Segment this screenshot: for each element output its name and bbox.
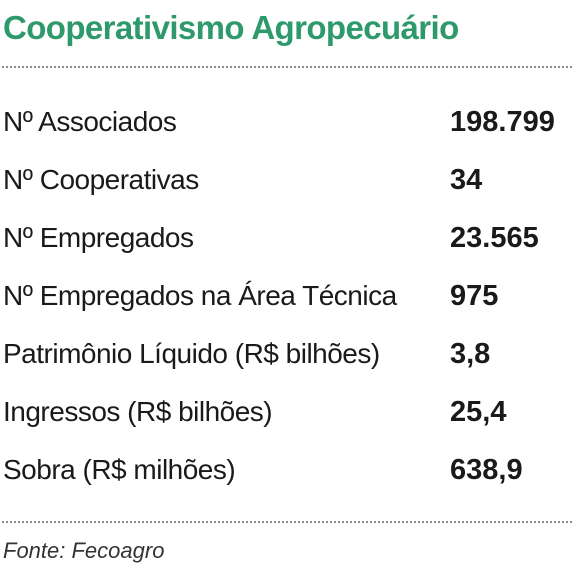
table-row: Sobra (R$ milhões) 638,9 <box>0 441 574 499</box>
top-divider <box>2 66 572 68</box>
row-label: Nº Associados <box>3 106 177 137</box>
source-note: Fonte: Fecoagro <box>3 538 165 563</box>
row-label: Sobra (R$ milhões) <box>3 454 236 485</box>
row-value: 198.799 <box>450 106 555 138</box>
row-value: 975 <box>450 280 499 312</box>
row-label: Nº Cooperativas <box>3 164 199 195</box>
table-row: Nº Cooperativas 34 <box>0 151 574 209</box>
row-label: Ingressos (R$ bilhões) <box>3 396 273 427</box>
row-label: Nº Empregados na Área Técnica <box>3 280 397 311</box>
row-value: 3,8 <box>450 338 491 370</box>
stats-table: Nº Associados 198.799 Nº Cooperativas 34… <box>0 93 574 499</box>
row-value: 34 <box>450 164 483 196</box>
row-value: 23.565 <box>450 222 539 254</box>
bottom-divider <box>2 521 572 523</box>
row-value: 638,9 <box>450 454 523 486</box>
row-label: Nº Empregados <box>3 222 194 253</box>
row-label: Patrimônio Líquido (R$ bilhões) <box>3 338 380 369</box>
table-row: Nº Associados 198.799 <box>0 93 574 151</box>
table-row: Patrimônio Líquido (R$ bilhões) 3,8 <box>0 325 574 383</box>
page-title: Cooperativismo Agropecuário <box>3 9 459 46</box>
table-row: Nº Empregados 23.565 <box>0 209 574 267</box>
table-row: Ingressos (R$ bilhões) 25,4 <box>0 383 574 441</box>
row-value: 25,4 <box>450 396 507 428</box>
table-row: Nº Empregados na Área Técnica 975 <box>0 267 574 325</box>
